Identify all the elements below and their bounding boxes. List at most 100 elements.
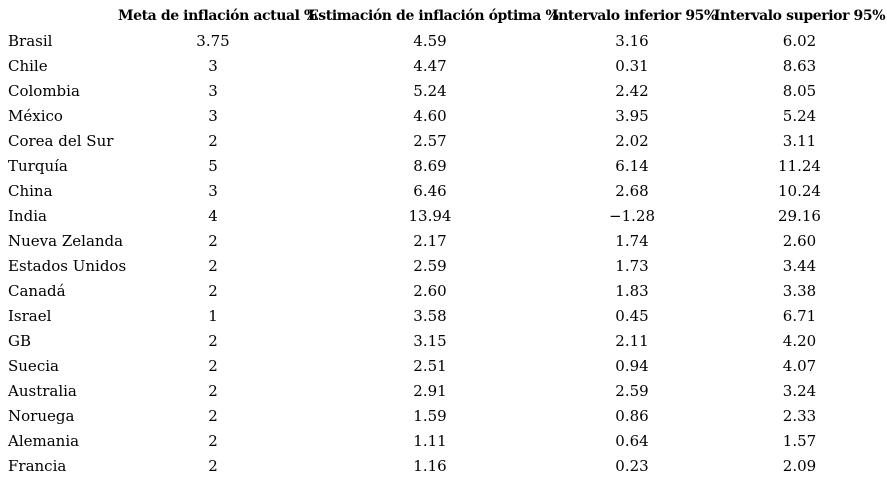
- country-cell: Noruega: [8, 406, 75, 425]
- optimal-estimate-cell: 2.59: [413, 256, 447, 275]
- country-cell: Australia: [8, 381, 77, 400]
- header-row: Meta de inflación actual % Estimación de…: [0, 3, 887, 28]
- current-target-cell: 3: [208, 81, 218, 100]
- current-target-cell: 2: [208, 131, 218, 150]
- lower-ci-cell: 2.68: [615, 181, 649, 200]
- upper-ci-cell: 2.60: [782, 231, 817, 250]
- lower-ci-cell: 0.31: [615, 56, 649, 75]
- optimal-estimate-cell: 2.60: [413, 281, 447, 300]
- optimal-estimate-cell: 4.59: [413, 31, 447, 50]
- table-row: México 3 4.60 3.95 5.24: [0, 103, 887, 128]
- current-target-cell: 2: [208, 231, 218, 250]
- optimal-estimate-cell: 5.24: [413, 81, 447, 100]
- upper-ci-cell: 10.24: [778, 181, 821, 200]
- upper-ci-cell: 4.07: [782, 356, 817, 375]
- optimal-estimate-cell: 2.57: [413, 131, 447, 150]
- current-target-cell: 1: [208, 306, 218, 325]
- current-target-cell: 4: [208, 206, 218, 225]
- optimal-estimate-cell: 3.58: [413, 306, 447, 325]
- optimal-estimate-cell: 4.47: [413, 56, 447, 75]
- optimal-estimate-cell: 8.69: [413, 156, 447, 175]
- table-row: Israel 1 3.58 0.45 6.71: [0, 303, 887, 328]
- current-target-cell: 5: [208, 156, 218, 175]
- current-target-cell: 2: [208, 331, 218, 350]
- upper-ci-cell: 29.16: [778, 206, 821, 225]
- optimal-estimate-cell: 2.17: [413, 231, 447, 250]
- country-cell: GB: [8, 331, 32, 350]
- upper-ci-cell: 5.24: [782, 106, 817, 125]
- upper-ci-cell: 2.33: [782, 406, 817, 425]
- country-cell: Alemania: [8, 431, 80, 450]
- country-cell: China: [8, 181, 53, 200]
- country-cell: Francia: [8, 456, 67, 475]
- lower-ci-cell: 0.23: [615, 456, 649, 475]
- optimal-estimate-cell: 3.15: [413, 331, 447, 350]
- table-row: Estados Unidos 2 2.59 1.73 3.44: [0, 253, 887, 278]
- lower-ci-cell: 2.11: [615, 331, 649, 350]
- country-cell: Canadá: [8, 281, 66, 300]
- table-row: Colombia 3 5.24 2.42 8.05: [0, 78, 887, 103]
- upper-ci-cell: 2.09: [782, 456, 817, 475]
- header-country: [0, 3, 118, 28]
- table-row: Francia 2 1.16 0.23 2.09: [0, 453, 887, 478]
- current-target-cell: 2: [208, 381, 218, 400]
- table-header: Meta de inflación actual % Estimación de…: [0, 3, 887, 28]
- current-target-cell: 3: [208, 106, 218, 125]
- country-cell: Brasil: [8, 31, 53, 50]
- current-target-cell: 2: [208, 406, 218, 425]
- lower-ci-cell: 0.86: [615, 406, 649, 425]
- header-lower-95-interval: Intervalo inferior 95%: [552, 7, 717, 24]
- current-target-cell: 2: [208, 456, 218, 475]
- current-target-cell: 2: [208, 256, 218, 275]
- upper-ci-cell: 8.05: [782, 81, 817, 100]
- upper-ci-cell: 6.71: [782, 306, 817, 325]
- upper-ci-cell: 11.24: [778, 156, 821, 175]
- country-cell: Colombia: [8, 81, 80, 100]
- country-cell: Nueva Zelanda: [8, 231, 124, 250]
- country-cell: Corea del Sur: [8, 131, 114, 150]
- upper-ci-cell: 3.24: [782, 381, 817, 400]
- upper-ci-cell: 4.20: [782, 331, 817, 350]
- optimal-estimate-cell: 1.11: [413, 431, 447, 450]
- table-row: Australia 2 2.91 2.59 3.24: [0, 378, 887, 403]
- table-row: China 3 6.46 2.68 10.24: [0, 178, 887, 203]
- lower-ci-cell: 0.45: [615, 306, 649, 325]
- optimal-estimate-cell: 6.46: [413, 181, 447, 200]
- optimal-estimate-cell: 13.94: [408, 206, 452, 225]
- table-row: Canadá 2 2.60 1.83 3.38: [0, 278, 887, 303]
- lower-ci-cell: 6.14: [615, 156, 649, 175]
- lower-ci-cell: 3.95: [615, 106, 649, 125]
- current-target-cell: 2: [208, 356, 218, 375]
- upper-ci-cell: 3.38: [782, 281, 817, 300]
- table-row: Corea del Sur 2 2.57 2.02 3.11: [0, 128, 887, 153]
- country-cell: Turquía: [8, 156, 68, 175]
- table-body: Brasil 3.75 4.59 3.16 6.02 Chile 3 4.47 0.31 8.63…: [0, 28, 887, 478]
- optimal-estimate-cell: 2.51: [413, 356, 447, 375]
- lower-ci-cell: −1.28: [609, 206, 655, 225]
- lower-ci-cell: 2.42: [615, 81, 649, 100]
- country-cell: Chile: [8, 56, 48, 75]
- country-cell: México: [8, 106, 63, 125]
- table-row: India 4 13.94 −1.28 29.16: [0, 203, 887, 228]
- upper-ci-cell: 3.44: [782, 256, 817, 275]
- upper-ci-cell: 3.11: [782, 131, 817, 150]
- table-row: Suecia 2 2.51 0.94 4.07: [0, 353, 887, 378]
- header-optimal-inflation-estimate: Estimación de inflación óptima %: [308, 7, 559, 24]
- optimal-estimate-cell: 4.60: [413, 106, 447, 125]
- table-row: Noruega 2 1.59 0.86 2.33: [0, 403, 887, 428]
- current-target-cell: 2: [208, 431, 218, 450]
- upper-ci-cell: 8.63: [782, 56, 817, 75]
- lower-ci-cell: 1.74: [615, 231, 649, 250]
- table-row: Alemania 2 1.11 0.64 1.57: [0, 428, 887, 453]
- header-upper-95-interval: Intervalo superior 95%: [713, 7, 886, 24]
- lower-ci-cell: 1.83: [615, 281, 649, 300]
- optimal-estimate-cell: 1.59: [413, 406, 447, 425]
- upper-ci-cell: 6.02: [782, 31, 817, 50]
- header-current-inflation-target: Meta de inflación actual %: [118, 7, 317, 24]
- lower-ci-cell: 2.59: [615, 381, 649, 400]
- lower-ci-cell: 1.73: [615, 256, 649, 275]
- table-row: GB 2 3.15 2.11 4.20: [0, 328, 887, 353]
- country-cell: Estados Unidos: [8, 256, 127, 275]
- lower-ci-cell: 0.64: [615, 431, 649, 450]
- current-target-cell: 2: [208, 281, 218, 300]
